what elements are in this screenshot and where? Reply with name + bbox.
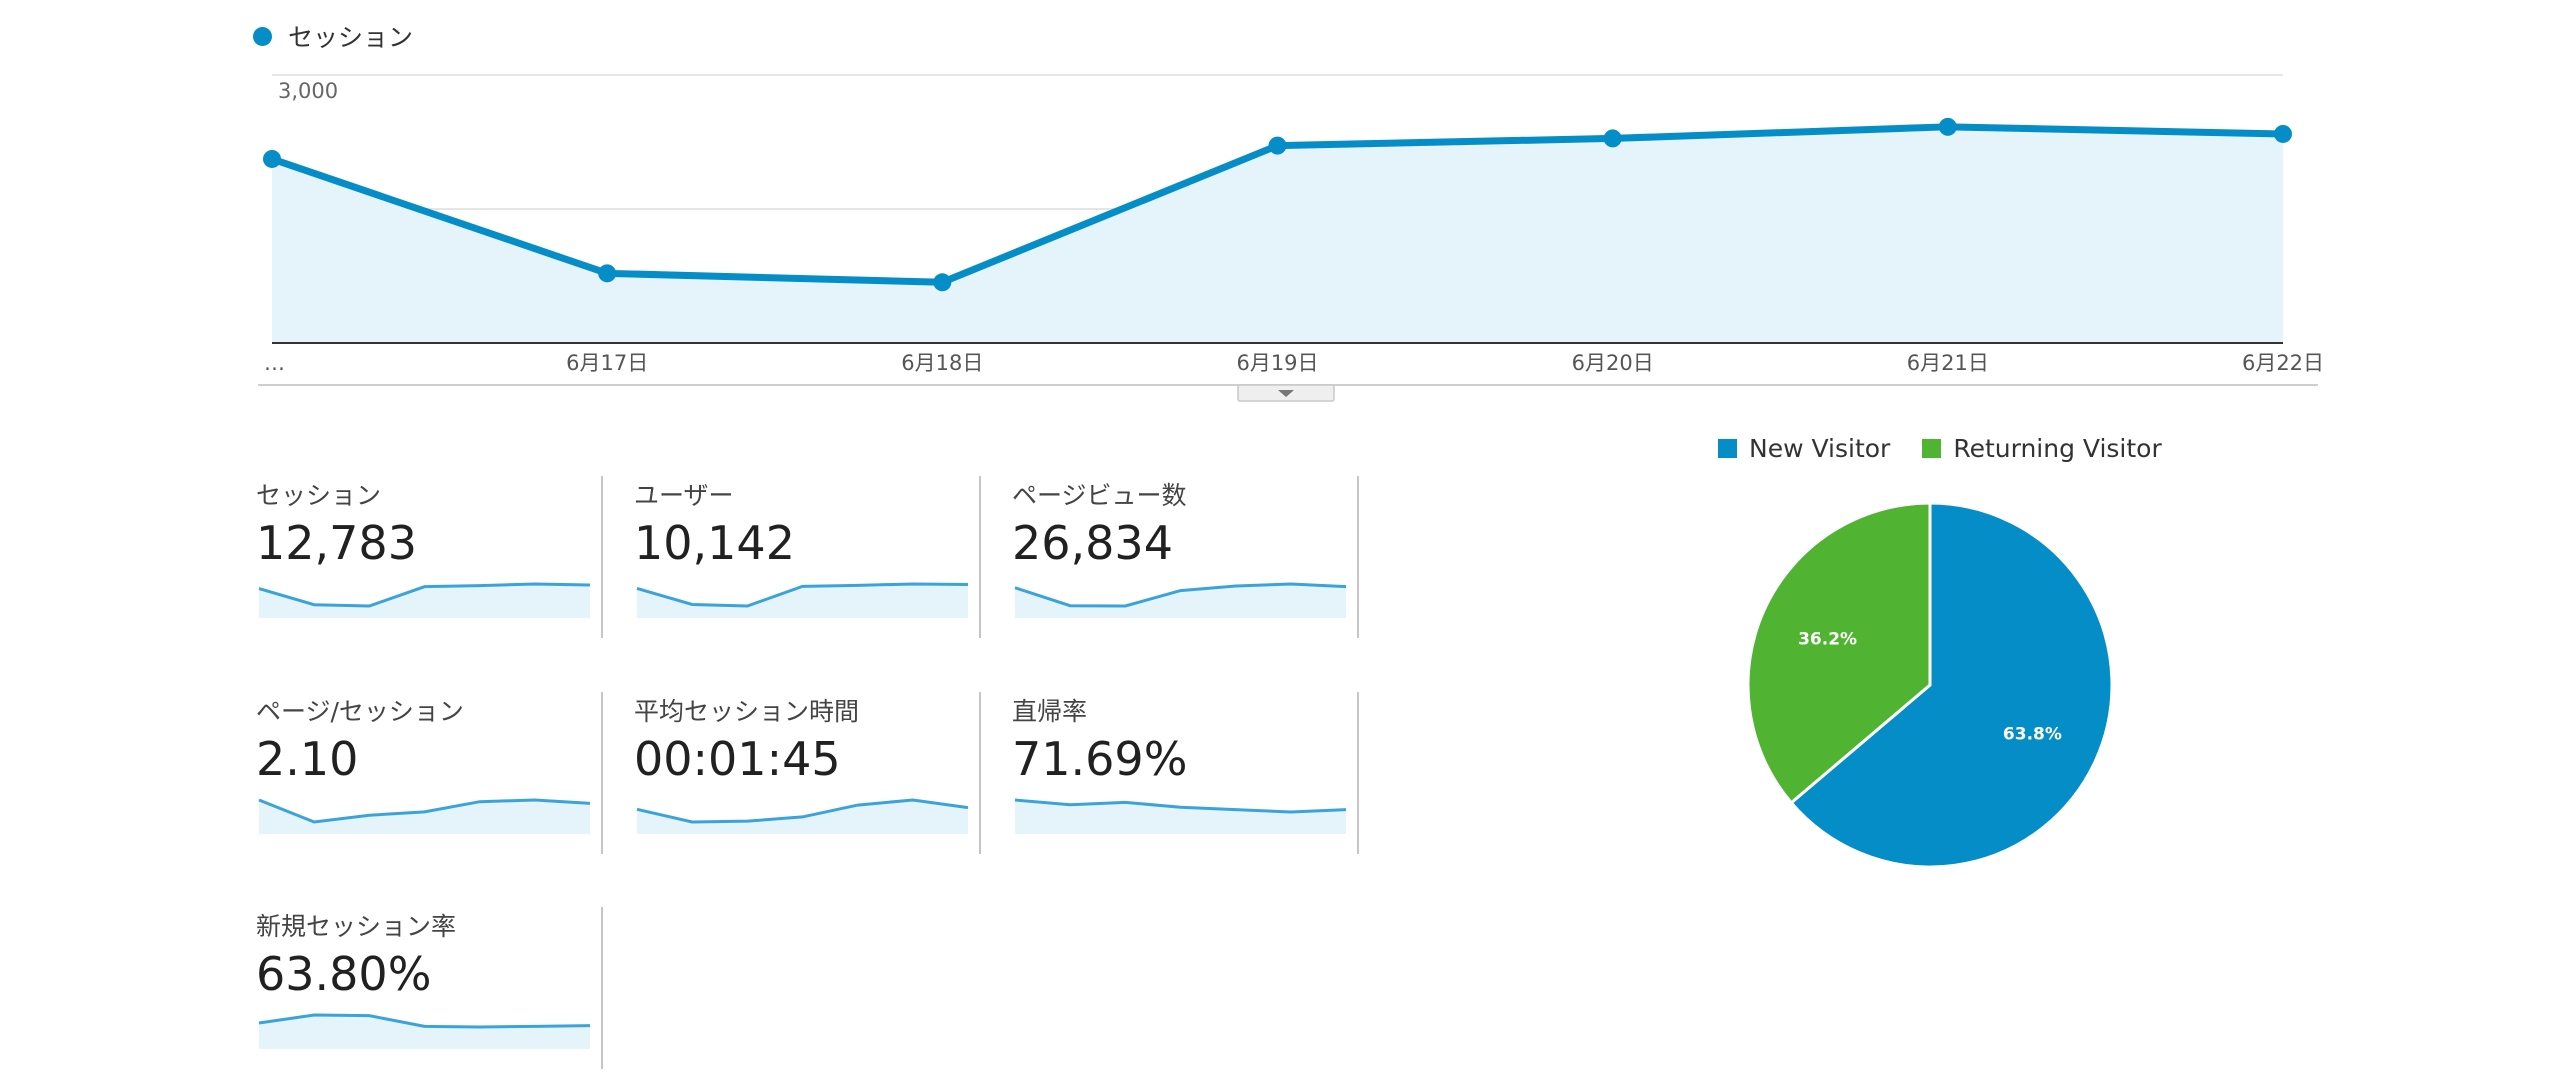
scorecard[interactable]: ページビュー数 26,834 — [1012, 476, 1359, 638]
pie-slice[interactable] — [1746, 501, 1932, 805]
scorecard-sparkline — [636, 582, 969, 618]
scorecard[interactable]: 直帰率 71.69% — [1012, 692, 1359, 854]
scorecard-label: ページビュー数 — [1012, 481, 1187, 510]
scorecard-sparkline — [636, 798, 969, 834]
pie-legend-returning[interactable]: Returning Visitor — [1922, 434, 2162, 463]
scorecard-sparkline — [258, 582, 591, 618]
sessions-data-point[interactable] — [1268, 136, 1287, 155]
sparkline-line — [258, 1013, 591, 1029]
x-tick-label: 6月18日 — [901, 351, 983, 375]
sparkline-area — [259, 1015, 590, 1049]
x-tick-label: … — [264, 351, 285, 375]
scorecard-sparkline — [1014, 798, 1347, 834]
returning-visitor-label: Returning Visitor — [1953, 434, 2162, 463]
sessions-line-chart[interactable]: 3,0001,500…6月17日6月18日6月19日6月20日6月21日6月22… — [0, 0, 2560, 420]
sessions-data-point[interactable] — [1938, 117, 1957, 136]
sparkline-area — [1015, 800, 1346, 834]
scorecard-label: 直帰率 — [1012, 697, 1088, 726]
scorecard-value: 26,834 — [1012, 516, 1173, 570]
scorecard-label: セッション — [256, 481, 382, 510]
scorecard-value: 63.80% — [256, 947, 432, 1001]
scorecard[interactable]: 新規セッション率 63.80% — [256, 907, 603, 1069]
sparkline-area — [259, 584, 590, 618]
sparkline-line — [1014, 582, 1347, 608]
visitor-type-pie-chart[interactable]: 63.8% 36.2% — [1740, 495, 2120, 875]
sessions-data-point[interactable] — [1603, 129, 1622, 148]
sessions-area — [272, 126, 2283, 344]
scorecard-value: 12,783 — [256, 516, 417, 570]
chart-collapse-handle[interactable] — [1237, 384, 1335, 402]
sessions-legend-dot — [253, 26, 272, 46]
sparkline-line — [636, 582, 969, 608]
scorecard-label: ページ/セッション — [256, 697, 464, 726]
sessions-data-point[interactable] — [933, 273, 952, 292]
x-tick-label: 6月19日 — [1236, 351, 1318, 375]
sessions-data-point[interactable] — [263, 149, 281, 168]
scorecard-value: 71.69% — [1012, 732, 1188, 786]
scorecard[interactable]: セッション 12,783 — [256, 476, 603, 638]
scorecard[interactable]: 平均セッション時間 00:01:45 — [634, 692, 981, 854]
scorecard-label: 平均セッション時間 — [634, 697, 860, 726]
chart-legend[interactable]: セッション — [253, 18, 413, 54]
scorecard-label: 新規セッション率 — [256, 912, 457, 941]
pie-slice[interactable] — [1789, 501, 2114, 869]
new-visitor-swatch — [1718, 439, 1737, 458]
scorecard-sparkline — [1014, 582, 1347, 618]
sessions-data-point[interactable] — [598, 264, 617, 283]
pie-legend: New Visitor Returning Visitor — [1718, 434, 2194, 463]
scorecard[interactable]: ページ/セッション 2.10 — [256, 692, 603, 854]
pie-slice-label: 36.2% — [1798, 630, 1857, 650]
pie-slice-label: 63.8% — [2003, 724, 2062, 744]
sparkline-area — [259, 800, 590, 834]
x-tick-label: 6月17日 — [566, 351, 648, 375]
scorecard-value: 00:01:45 — [634, 732, 841, 786]
scorecard-value: 2.10 — [256, 732, 359, 786]
new-visitor-label: New Visitor — [1749, 434, 1891, 463]
scorecard-sparkline — [258, 798, 591, 834]
sparkline-line — [636, 798, 969, 824]
sparkline-line — [1014, 798, 1347, 814]
scorecard-sparkline — [258, 1013, 591, 1049]
chevron-down-icon — [1278, 390, 1294, 397]
pie-legend-new[interactable]: New Visitor — [1718, 434, 1890, 463]
sparkline-line — [258, 582, 591, 608]
x-tick-label: 6月22日 — [2242, 351, 2324, 375]
scorecard[interactable]: ユーザー 10,142 — [634, 476, 981, 638]
sparkline-line — [258, 798, 591, 824]
scorecard-value: 10,142 — [634, 516, 795, 570]
x-tick-label: 6月20日 — [1572, 351, 1654, 375]
sparkline-area — [1015, 584, 1346, 618]
scorecard-label: ユーザー — [634, 481, 734, 510]
x-tick-label: 6月21日 — [1907, 351, 1989, 375]
y-tick-label: 3,000 — [278, 79, 338, 103]
returning-visitor-swatch — [1922, 439, 1942, 458]
sessions-data-point[interactable] — [2274, 124, 2292, 143]
sessions-legend-label: セッション — [288, 23, 414, 52]
sparkline-area — [637, 584, 968, 618]
